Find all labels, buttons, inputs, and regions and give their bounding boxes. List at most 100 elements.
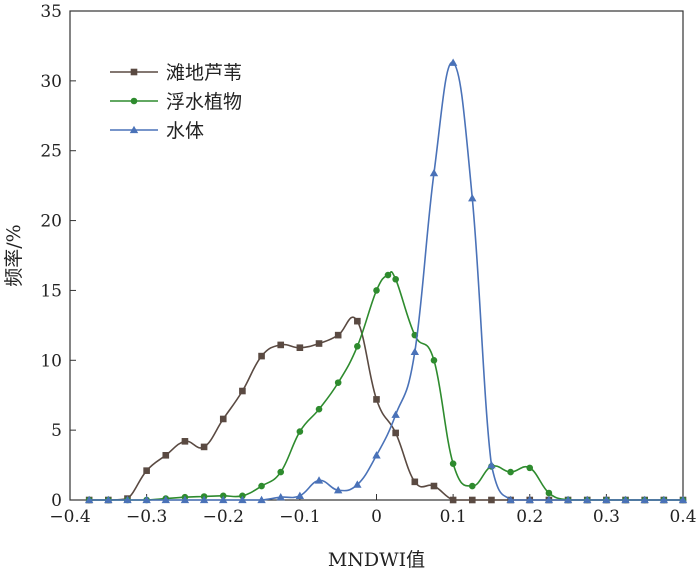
data-point (142, 495, 151, 504)
data-point (104, 495, 113, 504)
series-line (89, 271, 683, 501)
data-point (276, 493, 285, 501)
data-point (143, 467, 150, 474)
data-point (411, 478, 419, 486)
data-point (621, 495, 630, 504)
plot-area-border (69, 10, 684, 501)
data-point (545, 489, 553, 497)
data-point (392, 275, 399, 283)
data-point (200, 443, 208, 451)
data-point (219, 415, 227, 423)
y-tick-label: 20 (40, 212, 62, 232)
data-point (430, 356, 438, 364)
data-point (640, 495, 649, 504)
data-point (180, 495, 190, 504)
data-point (296, 344, 304, 352)
legend-label: 浮水植物 (166, 91, 242, 113)
y-tick-label: 35 (40, 2, 62, 22)
data-point (295, 491, 305, 499)
series-line (89, 316, 683, 501)
y-tick-label: 25 (40, 142, 62, 162)
y-tick-label: 10 (40, 351, 62, 371)
data-point (315, 340, 323, 347)
data-point (373, 287, 380, 294)
data-point (526, 464, 534, 472)
x-tick-label: 0.4 (669, 507, 696, 527)
data-point (468, 496, 476, 504)
data-point (161, 495, 170, 504)
y-tick-label: 15 (40, 281, 62, 301)
x-tick-label: −0.2 (203, 507, 244, 527)
data-point (678, 495, 688, 504)
data-point (563, 495, 573, 504)
series-group (84, 58, 688, 504)
legend-item: 滩地芦苇 (110, 62, 242, 84)
series-3 (84, 58, 688, 504)
data-point (123, 495, 132, 504)
data-point (314, 476, 324, 484)
x-tick-label: −0.1 (279, 507, 320, 527)
data-point (506, 495, 515, 504)
data-point (334, 379, 342, 386)
x-tick-label: −0.3 (126, 507, 167, 527)
data-point (333, 486, 343, 494)
x-axis-title: MNDWI值 (328, 549, 425, 571)
data-point (277, 468, 285, 476)
y-tick-label: 30 (40, 72, 62, 92)
data-point (507, 468, 514, 476)
data-point (583, 495, 592, 504)
x-tick-label: 0.1 (440, 507, 467, 527)
data-point (410, 347, 420, 356)
x-tick-label: −0.4 (49, 507, 90, 527)
legend-marker (130, 68, 138, 76)
data-point (525, 495, 534, 504)
data-point (239, 387, 246, 395)
data-point (162, 451, 170, 459)
data-point (84, 495, 94, 504)
legend-item: 水体 (110, 120, 204, 142)
legend-label: 滩地芦苇 (166, 62, 242, 84)
data-point (373, 396, 380, 403)
data-point (384, 271, 392, 279)
x-tick-label: 0.2 (516, 507, 543, 527)
data-point (468, 194, 477, 202)
legend-label: 水体 (166, 120, 204, 142)
data-point (544, 495, 554, 504)
data-point (487, 460, 496, 469)
data-point (258, 482, 265, 490)
data-point (391, 410, 400, 418)
data-point (315, 405, 323, 413)
data-point (219, 495, 228, 504)
data-point (448, 58, 458, 66)
data-point (354, 343, 361, 350)
data-point (659, 495, 669, 504)
data-point (430, 482, 438, 490)
data-point (334, 331, 342, 339)
data-point (449, 496, 457, 504)
series-line (89, 61, 683, 501)
data-point (181, 438, 189, 445)
data-point (488, 496, 495, 504)
series-2 (85, 271, 687, 504)
data-point (238, 495, 247, 504)
x-tick-label: 0 (371, 507, 382, 527)
data-point (468, 482, 476, 490)
data-point (372, 451, 381, 459)
legend-item: 浮水植物 (110, 91, 242, 113)
y-tick-label: 0 (51, 491, 62, 511)
legend-marker (130, 97, 138, 105)
data-point (258, 352, 265, 360)
plot-frame (69, 10, 684, 501)
y-axis-title: 频率/% (3, 224, 25, 286)
data-point (277, 341, 285, 349)
series-1 (85, 316, 687, 504)
data-point (449, 460, 457, 467)
data-point (354, 317, 361, 325)
y-tick-label: 5 (51, 421, 62, 441)
legend-marker (129, 125, 139, 134)
x-tick-label: 0.3 (593, 507, 620, 527)
data-point (296, 428, 304, 435)
data-point (353, 480, 362, 488)
